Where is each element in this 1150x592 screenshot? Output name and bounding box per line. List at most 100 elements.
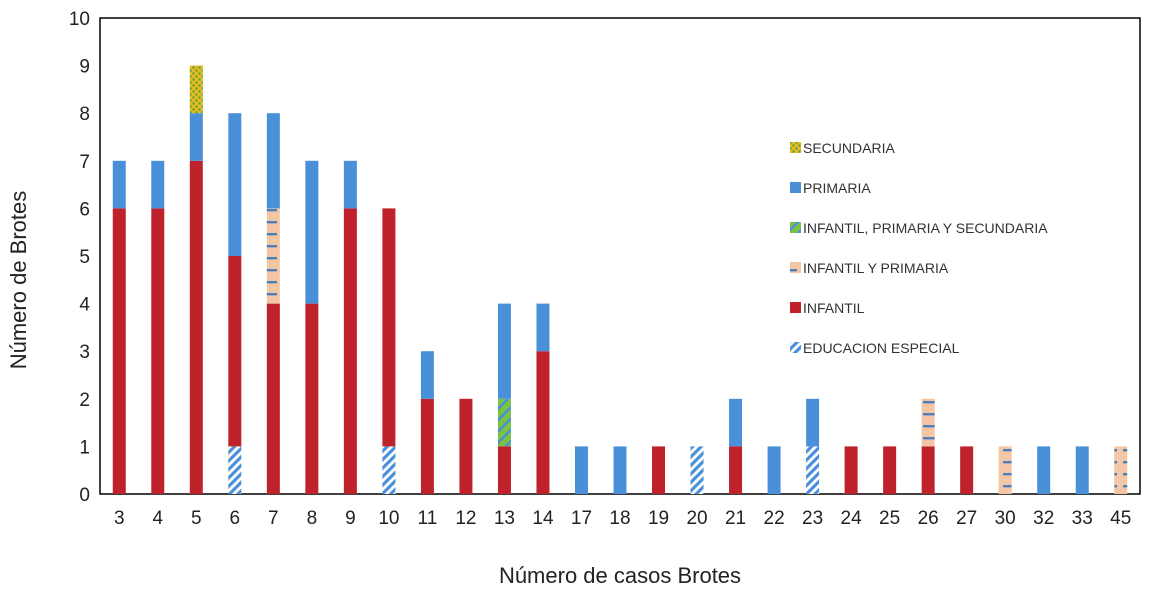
- bar-primaria-7: [266, 113, 280, 209]
- x-tick-label: 20: [686, 508, 707, 529]
- bar-primaria-6: [228, 113, 242, 256]
- legend-label-infantil: INFANTIL: [803, 300, 865, 316]
- bar-educacion_especial-20: [690, 446, 704, 494]
- bar-infantil-9: [343, 208, 357, 494]
- bar-primaria-9: [343, 160, 357, 209]
- bar-infantil-11: [420, 398, 434, 494]
- y-tick-label: 4: [79, 295, 90, 316]
- x-tick-label: 21: [725, 508, 746, 529]
- bar-primaria-22: [767, 446, 781, 494]
- x-tick-label: 22: [764, 508, 785, 529]
- x-tick-label: 26: [918, 508, 939, 529]
- legend-swatch-secundaria: [790, 142, 801, 153]
- bar-educacion_especial-6: [228, 446, 242, 494]
- x-tick-label: 10: [378, 508, 399, 529]
- bar-infantil-10: [382, 208, 396, 447]
- x-axis-title: Número de casos Brotes: [499, 563, 741, 588]
- legend-label-infantil_primaria: INFANTIL Y PRIMARIA: [803, 260, 949, 276]
- bars: [112, 65, 1128, 495]
- bar-infantil-25: [883, 446, 897, 494]
- legend: SECUNDARIA PRIMARIA INFANTIL, PRIMARIA Y S…: [790, 140, 1048, 356]
- bar-infantil-4: [151, 208, 165, 494]
- x-tick-label: 6: [230, 508, 241, 529]
- bar-infantil-6: [228, 256, 242, 447]
- y-axis-ticks: 0 1 2 3 4 5 6 7 8 9 10: [69, 9, 91, 506]
- legend-label-educacion_especial: EDUCACION ESPECIAL: [803, 340, 960, 356]
- bar-primaria-33: [1075, 446, 1089, 494]
- bar-primaria-3: [112, 160, 126, 209]
- y-tick-label: 2: [79, 390, 90, 411]
- x-tick-label: 13: [494, 508, 515, 529]
- legend-swatch-primaria: [790, 182, 801, 193]
- bar-infantil-21: [729, 446, 743, 494]
- bar-infantil_primaria-45: [1114, 446, 1128, 494]
- bar-primaria-5: [189, 113, 203, 161]
- bar-primaria-18: [613, 446, 627, 494]
- bar-infantil_primaria-7: [266, 208, 280, 304]
- x-tick-label: 19: [648, 508, 669, 529]
- x-tick-label: 11: [418, 508, 438, 529]
- x-tick-label: 8: [307, 508, 318, 529]
- y-tick-label: 5: [79, 247, 90, 268]
- legend-swatch-infantil_primaria_secundaria: [790, 222, 801, 233]
- x-tick-label: 4: [152, 508, 163, 529]
- x-tick-label: 24: [841, 508, 863, 529]
- bar-infantil_primaria_secundaria-13: [497, 398, 511, 447]
- y-tick-label: 10: [69, 9, 90, 30]
- x-tick-label: 32: [1033, 508, 1054, 529]
- x-tick-label: 23: [802, 508, 823, 529]
- bar-primaria-4: [151, 160, 165, 209]
- bar-primaria-21: [729, 398, 743, 447]
- bar-infantil-13: [497, 446, 511, 494]
- bar-infantil-24: [844, 446, 858, 494]
- bar-secundaria-5: [189, 65, 203, 114]
- bar-educacion_especial-23: [806, 446, 820, 494]
- x-tick-label: 33: [1072, 508, 1093, 529]
- y-axis-title: Número de Brotes: [6, 191, 31, 370]
- x-tick-label: 27: [956, 508, 977, 529]
- y-tick-label: 8: [79, 104, 90, 125]
- bar-infantil-19: [652, 446, 666, 494]
- bar-educacion_especial-10: [382, 446, 396, 494]
- x-axis-ticks: 3 4 5 6 7 8 9 10 11 12 13 14 17 18 19 20 21 22 23 24 25 26 27 3…: [114, 508, 1131, 529]
- bar-infantil-5: [189, 160, 203, 495]
- x-tick-label: 3: [114, 508, 125, 529]
- legend-swatch-educacion_especial: [790, 342, 801, 353]
- x-tick-label: 25: [879, 508, 900, 529]
- bar-infantil-7: [266, 303, 280, 494]
- bar-infantil-12: [459, 398, 473, 494]
- bar-infantil-3: [112, 208, 126, 494]
- y-tick-label: 3: [79, 342, 90, 363]
- plot-border: [99, 17, 1141, 495]
- bar-infantil_primaria-26: [921, 398, 935, 447]
- legend-swatch-infantil: [790, 302, 801, 313]
- x-tick-label: 45: [1110, 508, 1131, 529]
- bar-infantil-14: [536, 351, 550, 494]
- bar-infantil-26: [921, 446, 935, 494]
- legend-label-primaria: PRIMARIA: [803, 180, 871, 196]
- bar-infantil_primaria-30: [998, 446, 1012, 494]
- y-tick-label: 9: [79, 57, 90, 78]
- x-tick-label: 7: [268, 508, 279, 529]
- y-tick-label: 0: [79, 485, 90, 506]
- x-tick-label: 5: [191, 508, 202, 529]
- bar-infantil-27: [960, 446, 974, 494]
- bar-primaria-32: [1037, 446, 1051, 494]
- x-tick-label: 14: [532, 508, 554, 529]
- x-tick-label: 30: [995, 508, 1016, 529]
- bar-infantil-8: [305, 303, 319, 494]
- x-tick-label: 12: [455, 508, 476, 529]
- bar-primaria-14: [536, 303, 550, 352]
- bar-primaria-8: [305, 160, 319, 304]
- x-tick-label: 17: [571, 508, 592, 529]
- bar-primaria-17: [574, 446, 588, 494]
- y-tick-label: 6: [79, 199, 90, 220]
- bar-primaria-11: [420, 351, 434, 399]
- plot-frame: [99, 17, 1141, 495]
- bar-primaria-13: [497, 303, 511, 399]
- legend-label-infantil_primaria_secundaria: INFANTIL, PRIMARIA Y SECUNDARIA: [803, 220, 1048, 236]
- bar-primaria-23: [806, 398, 820, 447]
- x-tick-label: 18: [609, 508, 630, 529]
- y-tick-label: 1: [79, 437, 90, 458]
